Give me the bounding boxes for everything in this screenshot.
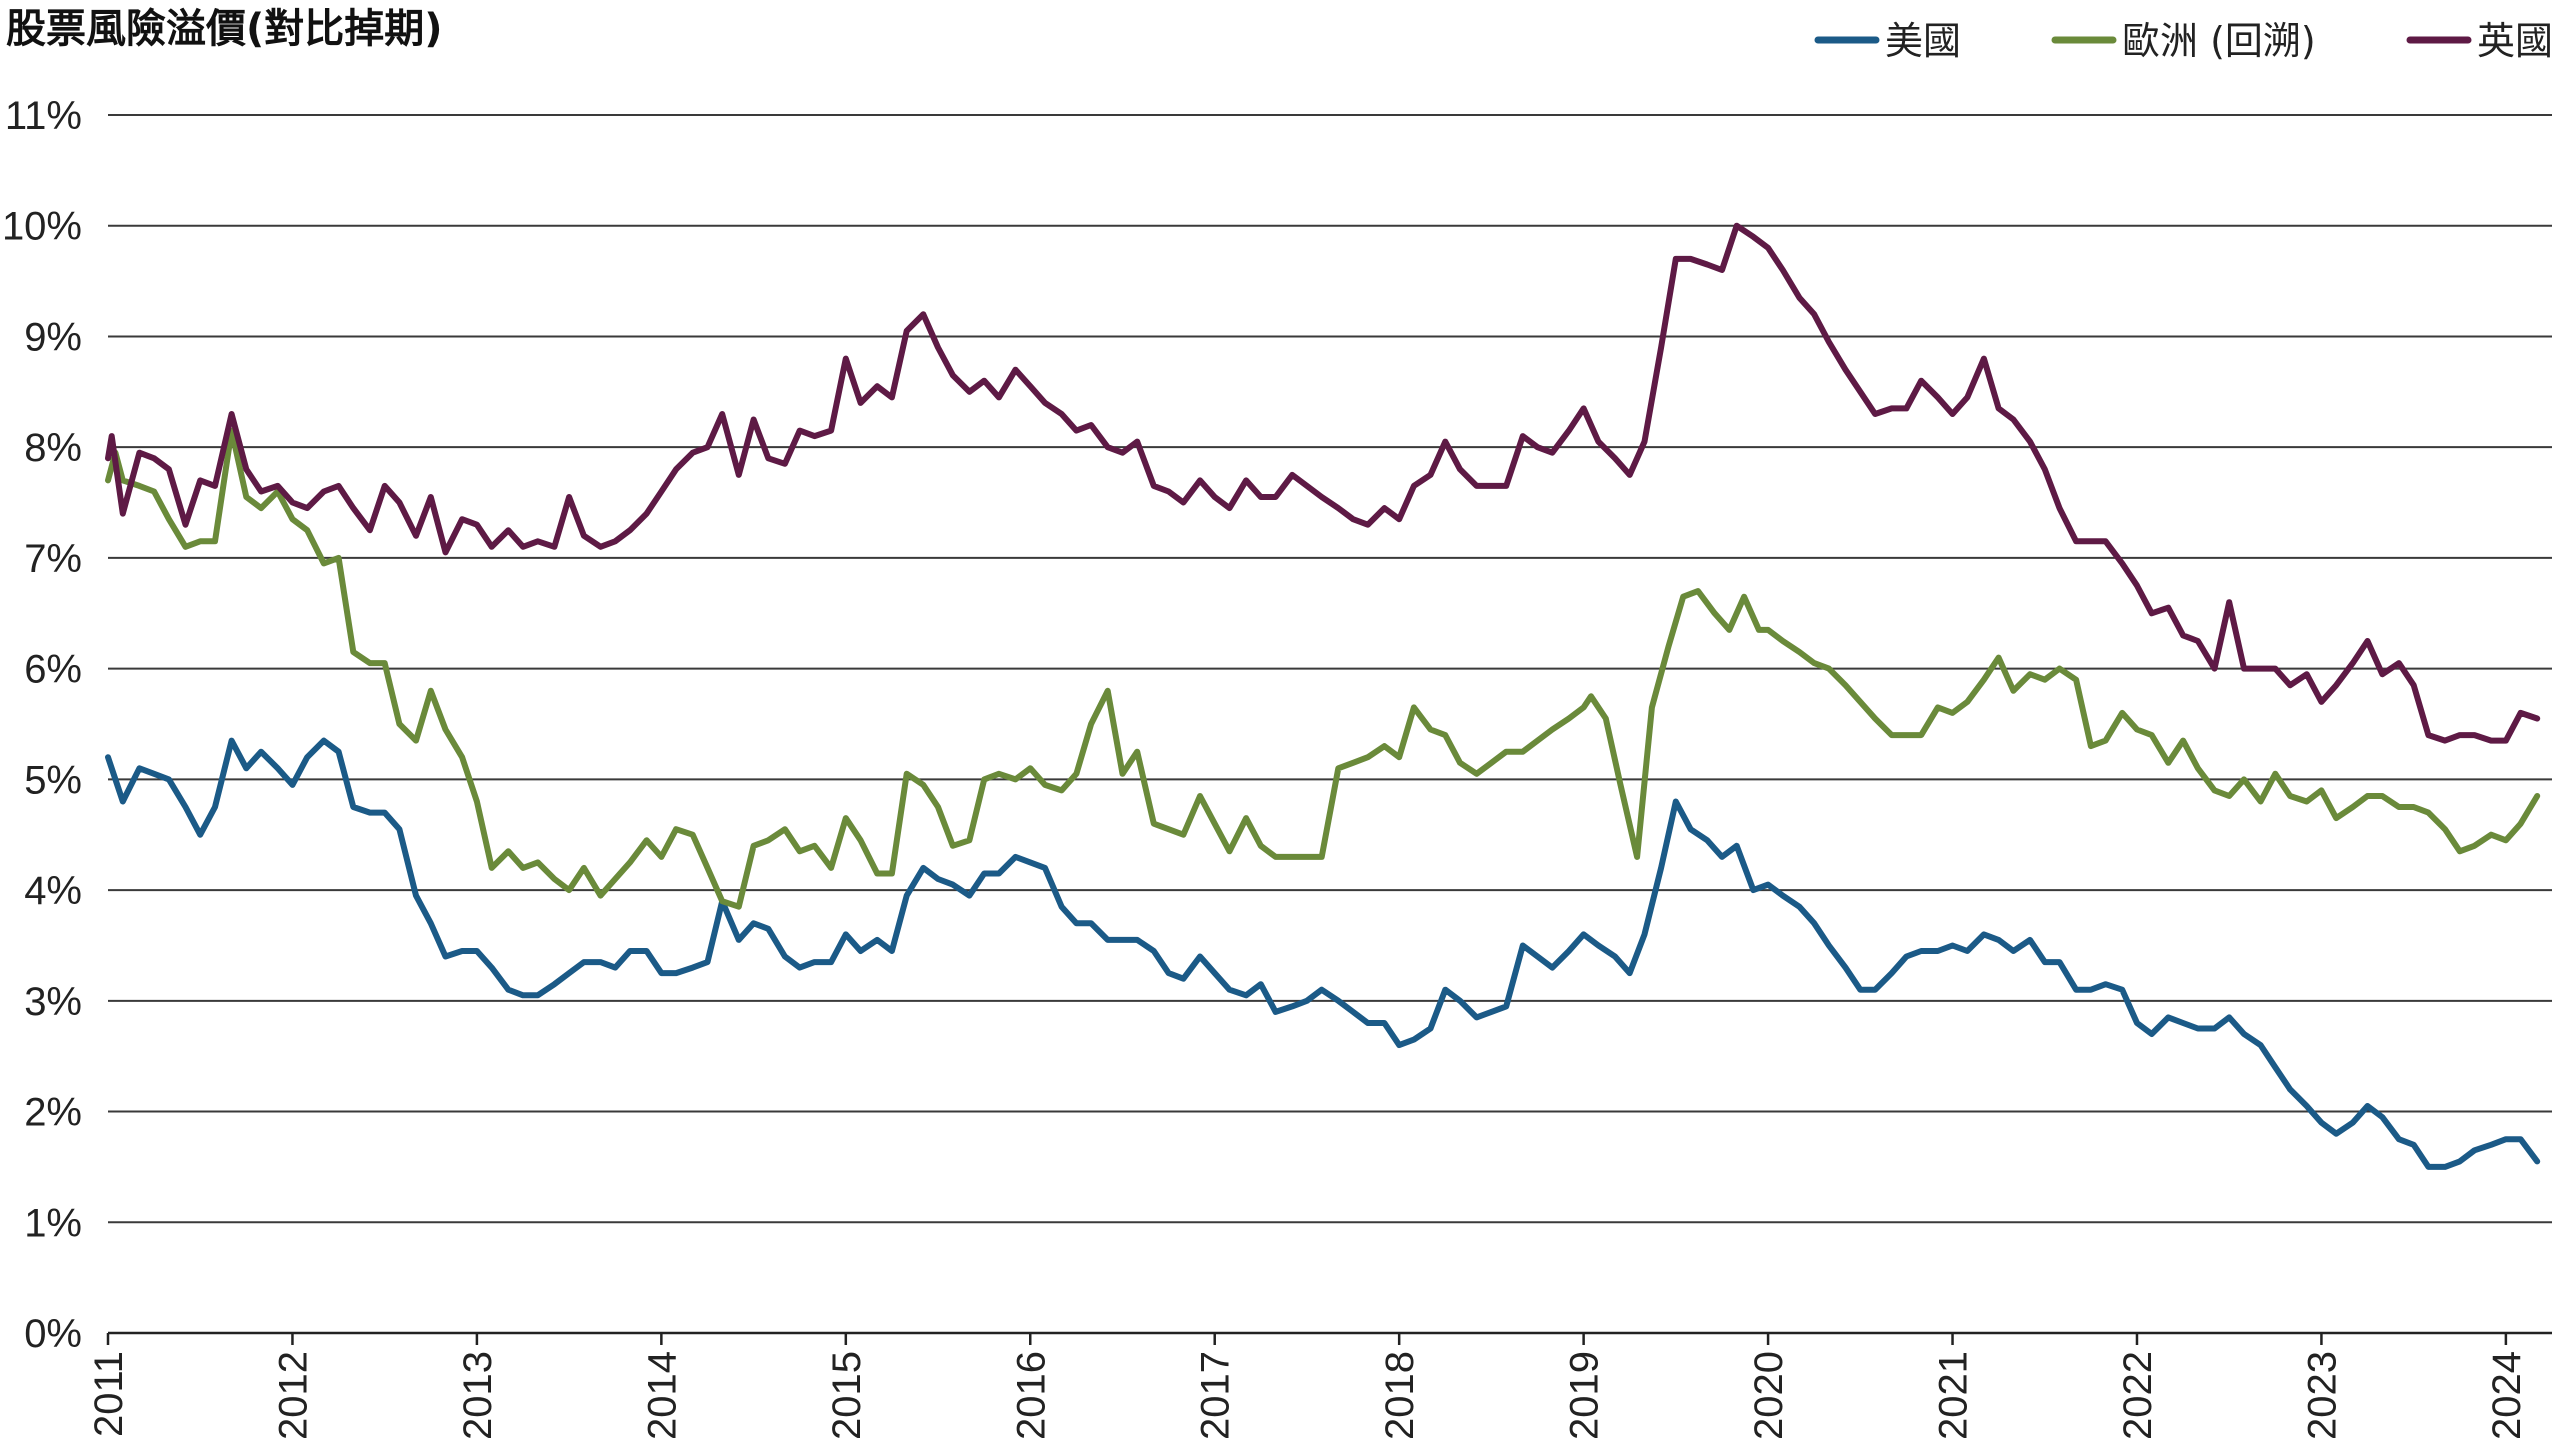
y-tick-label: 4% [24, 869, 82, 913]
y-tick-label: 11% [5, 94, 82, 138]
series-line-0 [105, 737, 2541, 1170]
y-tick-label: 1% [24, 1201, 82, 1245]
x-tick-label: 2024 [2485, 1351, 2529, 1440]
y-tick-label: 5% [24, 758, 82, 802]
x-tick-label: 2023 [2300, 1351, 2344, 1440]
x-tick-label: 2018 [1378, 1351, 1422, 1440]
x-tick-label: 2013 [456, 1351, 500, 1440]
x-tick-label: 2019 [1563, 1351, 1607, 1440]
legend-label-2: 英國 [2477, 19, 2553, 63]
y-tick-label: 3% [24, 980, 82, 1024]
x-axis-tick-labels: 2011 2012 2013 2014 2015 2016 2017 2018 2019 2020… [87, 1333, 2529, 1440]
x-tick-label: 2016 [1009, 1351, 1053, 1440]
y-tick-label: 9% [24, 315, 82, 359]
legend-label-0: 美國 [1885, 19, 1961, 63]
chart-title: 股票風險溢價(對比掉期) [6, 6, 443, 52]
x-tick-label: 2012 [271, 1351, 315, 1440]
x-tick-label: 2021 [1932, 1351, 1976, 1440]
legend-label-1: 歐洲 (回溯) [2122, 19, 2316, 63]
x-tick-label: 2020 [1747, 1351, 1791, 1440]
series-line-2 [105, 222, 2541, 744]
y-tick-label: 8% [24, 426, 82, 470]
series-line-1 [105, 427, 2541, 910]
y-tick-label: 10% [2, 205, 82, 249]
y-tick-label: 6% [24, 648, 82, 692]
x-tick-label: 2017 [1194, 1351, 1238, 1440]
x-tick-label: 2022 [2116, 1351, 2160, 1440]
x-tick-label: 2015 [825, 1351, 869, 1440]
series-lines [105, 222, 2541, 1170]
y-tick-label: 7% [24, 537, 82, 581]
y-axis-tick-labels: 0% 1% 2% 3% 4% 5% 6% 7% 8% 9% 10% 11% [2, 94, 82, 1356]
y-tick-label: 2% [24, 1091, 82, 1135]
gridlines [108, 114, 2552, 1335]
x-tick-label: 2014 [640, 1351, 684, 1440]
legend: 美國 歐洲 (回溯) 英國 [1814, 19, 2553, 63]
x-tick-label: 2011 [87, 1351, 131, 1437]
y-tick-label: 0% [24, 1312, 82, 1356]
